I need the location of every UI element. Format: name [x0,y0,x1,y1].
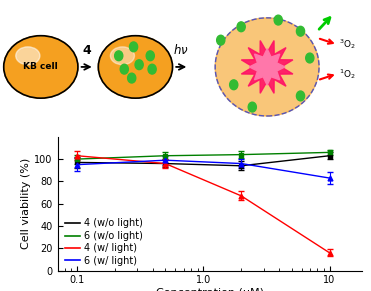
Circle shape [237,22,245,32]
Circle shape [296,91,305,101]
Legend: 4 (w/o light), 6 (w/o light), 4 (w/ light), 6 (w/ light): 4 (w/o light), 6 (w/o light), 4 (w/ ligh… [65,219,143,266]
Circle shape [146,51,154,61]
Circle shape [129,42,138,52]
Circle shape [135,60,143,70]
Text: 4: 4 [82,44,91,57]
X-axis label: Concentration (μM): Concentration (μM) [155,288,264,291]
Text: $^1$O$_2$: $^1$O$_2$ [339,67,357,81]
Text: $^3$O$_2$: $^3$O$_2$ [339,37,357,51]
Polygon shape [241,40,293,93]
Ellipse shape [98,36,173,98]
Circle shape [217,35,225,45]
Ellipse shape [16,47,40,65]
Circle shape [296,26,305,36]
Circle shape [148,64,156,74]
Ellipse shape [4,36,78,98]
Circle shape [274,15,282,25]
Polygon shape [249,49,285,85]
Circle shape [115,51,123,61]
Circle shape [128,73,136,83]
Ellipse shape [111,47,134,65]
Circle shape [306,53,314,63]
Circle shape [230,80,238,90]
Circle shape [248,102,256,112]
Text: KB cell: KB cell [23,63,58,71]
Text: $h\nu$: $h\nu$ [173,43,189,57]
Ellipse shape [215,18,319,116]
Circle shape [120,64,128,74]
Y-axis label: Cell viability (%): Cell viability (%) [22,158,32,249]
